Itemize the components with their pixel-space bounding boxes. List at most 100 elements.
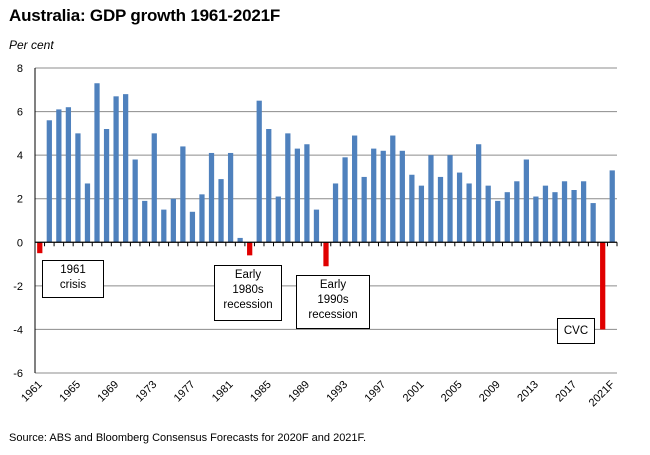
bar-1989 xyxy=(304,144,310,243)
bar-2007 xyxy=(476,144,482,243)
x-tick-label: 1985 xyxy=(248,379,274,405)
bar-2020F xyxy=(600,242,606,330)
annotation-line: recession xyxy=(223,299,273,311)
y-tick-label: -4 xyxy=(13,324,23,336)
x-tick-label: 2021F xyxy=(587,378,618,409)
bar-1985 xyxy=(266,129,272,243)
bar-1968 xyxy=(103,129,110,243)
y-tick-label: -6 xyxy=(13,368,23,380)
bar-2019 xyxy=(590,203,596,243)
bar-2015 xyxy=(552,192,558,243)
x-tick-label: 2005 xyxy=(439,379,465,405)
bar-1969 xyxy=(113,96,119,243)
x-tick-label: 1989 xyxy=(286,379,312,405)
bar-2006 xyxy=(466,183,472,243)
annotation-line: Early xyxy=(319,279,347,291)
bar-2008 xyxy=(485,185,491,243)
bar-1963 xyxy=(56,109,62,243)
bar-1988 xyxy=(294,148,301,243)
bar-2021F xyxy=(609,170,615,243)
bar-1970 xyxy=(123,94,129,243)
bar-2014 xyxy=(542,185,549,243)
bar-1974 xyxy=(161,209,167,243)
x-tick-label: 1981 xyxy=(210,379,236,405)
y-tick-label: 6 xyxy=(17,107,23,119)
bar-2012 xyxy=(523,159,529,243)
bar-2001 xyxy=(418,185,425,243)
x-tick-label: 2009 xyxy=(477,379,503,405)
annotation-1961-crisis: 1961 crisis xyxy=(42,260,104,298)
x-tick-label: 2001 xyxy=(401,379,427,405)
x-tick-label: 1961 xyxy=(19,379,45,405)
bar-1984 xyxy=(256,100,262,243)
annotation-line: recession xyxy=(308,309,358,321)
y-tick-label: 0 xyxy=(17,237,23,249)
bar-1979 xyxy=(208,152,215,243)
y-tick-label: 8 xyxy=(17,63,23,75)
annotation-line: 1961 xyxy=(60,264,86,276)
bar-1999 xyxy=(399,150,405,243)
x-tick-label: 1997 xyxy=(363,379,389,405)
x-tick-label: 1993 xyxy=(324,379,350,405)
y-tick-label: -2 xyxy=(13,281,23,293)
bar-1978 xyxy=(199,194,205,243)
y-axis-label: Per cent xyxy=(9,38,54,52)
annotation-early-1980s-recession: Early 1980s recession xyxy=(214,265,282,321)
bar-1995 xyxy=(361,176,367,243)
bar-1964 xyxy=(65,107,72,243)
x-tick-label: 2017 xyxy=(553,379,579,405)
bar-1998 xyxy=(390,135,396,243)
bar-2013 xyxy=(533,196,539,243)
bar-2002 xyxy=(428,155,434,243)
bar-1991 xyxy=(323,242,329,267)
bar-1997 xyxy=(380,150,386,243)
bar-2011 xyxy=(514,181,520,243)
annotation-early-1990s-recession: Early 1990s recession xyxy=(296,275,370,329)
bars xyxy=(37,83,615,330)
bar-2017 xyxy=(571,190,577,243)
bar-1994 xyxy=(351,135,358,243)
bar-1965 xyxy=(75,133,81,243)
bar-1975 xyxy=(170,198,176,243)
x-tick-label: 2013 xyxy=(515,379,541,405)
bar-1987 xyxy=(285,133,291,243)
bar-1972 xyxy=(142,200,148,243)
annotation-line: 1990s xyxy=(317,294,349,306)
bar-1986 xyxy=(275,196,281,243)
bar-1977 xyxy=(189,211,196,243)
bar-2009 xyxy=(495,200,501,243)
annotation-line: Early xyxy=(234,269,262,281)
bar-2005 xyxy=(456,172,463,243)
bar-1967 xyxy=(94,83,100,243)
bar-1966 xyxy=(84,183,91,243)
bar-1992 xyxy=(332,183,339,243)
bar-2004 xyxy=(447,155,453,243)
bar-1981 xyxy=(227,152,234,243)
bar-1980 xyxy=(218,179,224,243)
annotation-line: 1980s xyxy=(232,284,264,296)
bar-1973 xyxy=(151,133,157,243)
y-tick-label: 2 xyxy=(17,194,23,206)
x-tick-label: 1973 xyxy=(134,379,160,405)
annotation-cvc: CVC xyxy=(557,318,595,344)
source-note: Source: ABS and Bloomberg Consensus Fore… xyxy=(9,432,367,444)
bar-1961 xyxy=(37,242,43,254)
bar-2016 xyxy=(561,181,568,243)
bar-1983 xyxy=(247,242,253,256)
x-tick-label: 1965 xyxy=(57,379,83,405)
bar-1982 xyxy=(237,237,243,243)
y-tick-label: 4 xyxy=(17,150,23,162)
bar-1976 xyxy=(180,146,186,243)
chart-title: Australia: GDP growth 1961-2021F xyxy=(9,6,281,25)
bar-1996 xyxy=(371,148,377,243)
x-tick-label: 1969 xyxy=(95,379,121,405)
bar-2000 xyxy=(409,174,415,243)
bar-1990 xyxy=(313,209,320,243)
bar-2003 xyxy=(437,176,444,243)
bar-2010 xyxy=(504,192,510,243)
x-tick-label: 1977 xyxy=(172,379,198,405)
bar-1971 xyxy=(132,159,138,243)
annotation-line: crisis xyxy=(59,279,87,291)
bar-2018 xyxy=(580,181,587,243)
